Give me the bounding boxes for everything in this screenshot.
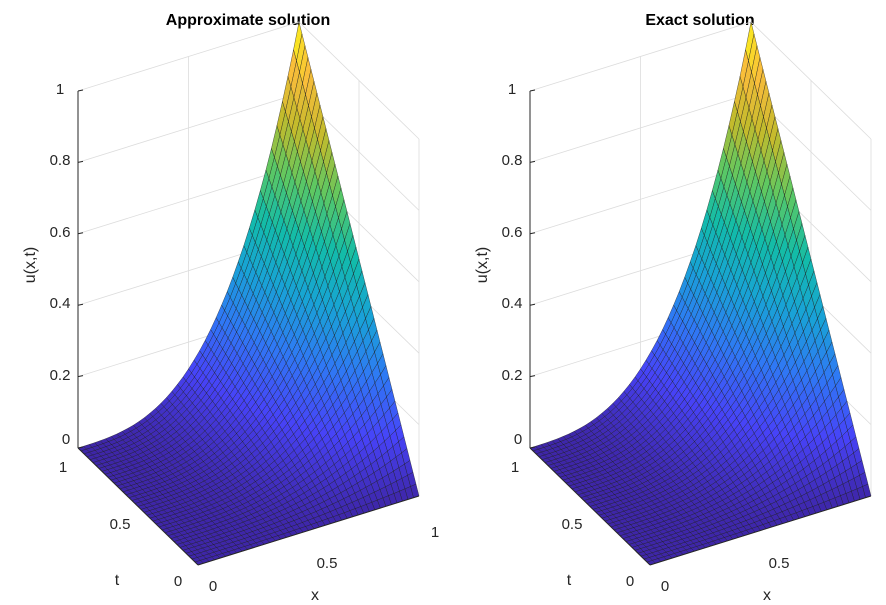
z-tick-mark <box>77 446 84 449</box>
z-tick-mark <box>77 89 84 92</box>
z-tick-1: 1 <box>56 81 64 98</box>
z-tick-0.6: 0.6 <box>502 224 523 241</box>
z-gridline-4 <box>529 92 872 211</box>
z-tick-1: 1 <box>508 81 516 98</box>
z-tick-mark <box>529 446 536 449</box>
x-tick-0: 0 <box>661 578 669 595</box>
t-tick-1: 1 <box>511 459 519 476</box>
z-tick-0.6: 0.6 <box>50 224 71 241</box>
t-tick-0.5: 0.5 <box>110 516 131 533</box>
z-tick-mark <box>529 303 536 306</box>
plot-title: Approximate solution <box>166 12 330 29</box>
z-tick-mark <box>529 232 536 235</box>
t-tick-0.5: 0.5 <box>562 516 583 533</box>
z-tick-0: 0 <box>514 431 522 448</box>
z-tick-mark <box>77 160 84 163</box>
z-tick-0.2: 0.2 <box>50 367 71 384</box>
x-tick-0.5: 0.5 <box>317 555 338 572</box>
x-axis-line <box>649 495 872 566</box>
z-axis-label: u(x,t) <box>474 247 491 283</box>
z-tick-mark <box>77 375 84 378</box>
z-axis-label: u(x,t) <box>22 247 39 283</box>
z-tick-0: 0 <box>62 431 70 448</box>
x-axis-line <box>197 495 420 566</box>
z-tick-mark <box>529 160 536 163</box>
z-tick-0.8: 0.8 <box>50 152 71 169</box>
x-axis-label: x <box>311 587 319 604</box>
approximate-solution-plot: Approximate solution 1 0.8 0.6 0.4 0.2 0… <box>22 12 439 604</box>
t-axis-label: t <box>115 572 120 589</box>
z-gridline-4 <box>77 92 420 211</box>
t-axis-line <box>529 447 651 566</box>
x-tick-1: 1 <box>431 524 439 541</box>
t-tick-0: 0 <box>174 573 182 590</box>
t-axis-line <box>77 447 199 566</box>
z-tick-mark <box>77 303 84 306</box>
t-axis-label: t <box>567 572 572 589</box>
x-tick-0: 0 <box>209 578 217 595</box>
axes-lines <box>529 89 872 566</box>
z-tick-0.8: 0.8 <box>502 152 523 169</box>
z-tick-0.4: 0.4 <box>502 295 523 312</box>
z-tick-0.4: 0.4 <box>50 295 71 312</box>
z-gridline-5 <box>529 21 872 140</box>
surface <box>529 21 872 566</box>
plot-title: Exact solution <box>645 12 754 29</box>
z-tick-mark <box>529 89 536 92</box>
exact-solution-plot: Exact solution 1 0.8 0.6 0.4 0.2 0 u(x,t… <box>474 12 872 604</box>
x-axis-label: x <box>763 587 771 604</box>
t-tick-0: 0 <box>626 573 634 590</box>
x-tick-0.5: 0.5 <box>769 555 790 572</box>
z-gridline-5 <box>77 21 420 140</box>
t-tick-1: 1 <box>59 459 67 476</box>
z-tick-mark <box>77 232 84 235</box>
axes-lines <box>77 89 420 566</box>
surface <box>77 21 420 566</box>
z-tick-mark <box>529 375 536 378</box>
z-tick-0.2: 0.2 <box>502 367 523 384</box>
